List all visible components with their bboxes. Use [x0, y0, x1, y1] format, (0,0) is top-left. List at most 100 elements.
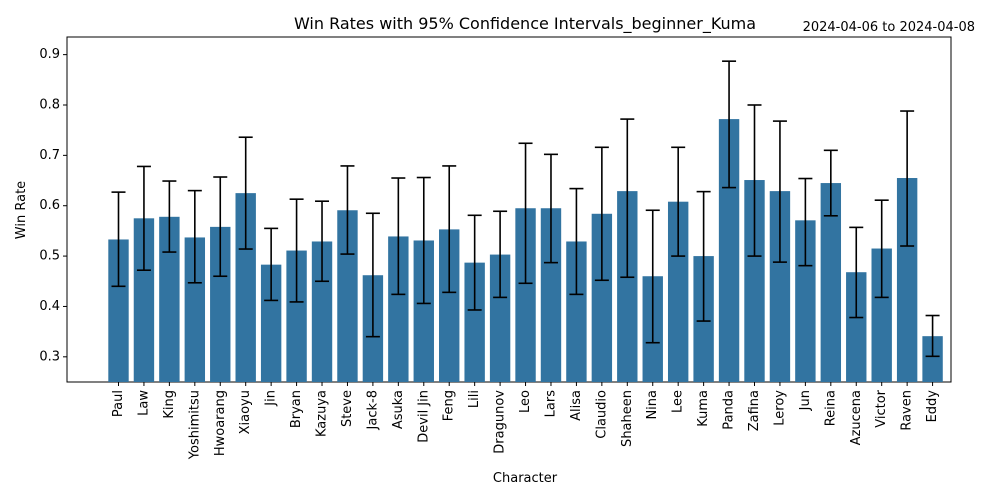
error-bar-alisa — [569, 187, 584, 296]
x-tick-label: Lee — [671, 390, 686, 413]
error-bar-victor — [874, 199, 889, 299]
bar-paul — [108, 239, 129, 382]
bar-azucena — [846, 272, 867, 382]
bars-layer — [108, 119, 943, 383]
y-tick-label: 0.6 — [39, 198, 60, 213]
chart-title: Win Rates with 95% Confidence Intervals_… — [294, 14, 756, 34]
bar-jin — [260, 264, 282, 382]
x-tick-label: Lili — [467, 390, 482, 408]
bar-shaheen — [617, 191, 638, 382]
x-tick-label: Paul — [111, 390, 126, 417]
error-bar-dragunov — [493, 210, 508, 299]
x-tick-label: Alisa — [569, 390, 584, 421]
x-tick-label: Kazuya — [315, 390, 330, 437]
error-bar-hwoarang — [213, 176, 228, 278]
bar-panda — [718, 119, 740, 383]
error-bar-lee — [671, 146, 686, 257]
bar-yoshimitsu — [184, 237, 206, 382]
bar-kazuya — [311, 241, 333, 382]
bar-eddy — [922, 336, 943, 382]
error-bar-nina — [645, 209, 660, 344]
x-tick-label: Lars — [543, 390, 558, 418]
x-axis: Paul Law King Yoshimitsu Hwoarang Xiaoyu Jin Br… — [111, 382, 940, 460]
error-bar-eddy — [925, 314, 940, 358]
x-tick-label: Jack-8 — [365, 390, 380, 430]
bar-law — [133, 218, 155, 382]
error-bar-jack-8 — [365, 212, 380, 338]
x-tick-label: Feng — [442, 390, 457, 421]
error-bar-law — [136, 165, 151, 271]
error-bar-asuka — [391, 177, 406, 296]
x-tick-label: Victor — [874, 389, 889, 427]
error-bars-layer — [111, 60, 940, 358]
bar-claudio — [591, 213, 613, 382]
bar-raven — [896, 178, 918, 382]
bar-asuka — [388, 236, 409, 382]
x-tick-label: Leroy — [772, 390, 787, 426]
bar-leo — [515, 208, 536, 382]
error-bar-kazuya — [315, 200, 330, 283]
error-bar-yoshimitsu — [187, 189, 202, 284]
error-bar-panda — [722, 60, 737, 189]
x-tick-label: Yoshimitsu — [187, 390, 202, 460]
x-tick-label: Asuka — [391, 390, 406, 429]
x-tick-label: Zafina — [747, 390, 762, 431]
bar-victor — [871, 248, 892, 382]
x-tick-label: Nina — [645, 390, 660, 420]
x-tick-label: Kuma — [696, 390, 711, 427]
bar-lee — [667, 201, 689, 382]
x-tick-label: Xiaoyu — [238, 390, 253, 434]
y-axis: 0.3 0.4 0.5 0.6 0.7 0.8 0.9 — [39, 47, 67, 364]
x-tick-label: Azucena — [849, 390, 864, 445]
bar-steve — [337, 210, 358, 382]
error-bar-jun — [798, 177, 813, 267]
error-bar-raven — [900, 110, 915, 247]
error-bar-devil-jin — [416, 176, 431, 305]
x-tick-label: Law — [136, 390, 151, 416]
date-range-label: 2024-04-06 to 2024-04-08 — [803, 20, 975, 35]
bar-bryan — [286, 250, 307, 382]
x-axis-label: Character — [493, 471, 558, 486]
x-tick-label: Leo — [518, 390, 533, 413]
y-tick-label: 0.7 — [39, 148, 60, 163]
bar-xiaoyu — [235, 193, 256, 382]
x-tick-label: Shaheen — [620, 390, 635, 447]
x-tick-label: Reina — [823, 390, 838, 426]
y-axis-label: Win Rate — [14, 181, 29, 239]
bar-lars — [540, 208, 562, 382]
x-tick-label: Claudio — [594, 390, 609, 439]
error-bar-shaheen — [620, 118, 635, 279]
bar-devil-jin — [413, 240, 434, 382]
bar-zafina — [744, 180, 765, 382]
x-tick-label: Hwoarang — [213, 390, 228, 456]
x-tick-label: Dragunov — [493, 390, 508, 454]
x-tick-label: King — [162, 390, 177, 419]
error-bar-kuma — [696, 190, 711, 322]
x-tick-label: Jun — [798, 390, 813, 411]
bar-king — [159, 216, 180, 382]
error-bar-xiaoyu — [238, 136, 253, 250]
y-tick-label: 0.8 — [39, 97, 60, 112]
error-bar-king — [162, 180, 177, 253]
x-tick-label: Jin — [264, 390, 279, 407]
x-tick-label: Panda — [722, 390, 737, 430]
error-bar-jin — [264, 227, 279, 302]
bar-feng — [439, 229, 460, 382]
bar-reina — [820, 183, 842, 382]
bar-leroy — [769, 191, 791, 382]
y-tick-label: 0.9 — [39, 47, 60, 62]
x-tick-label: Devil Jin — [416, 390, 431, 443]
y-tick-label: 0.5 — [39, 249, 60, 264]
error-bar-zafina — [747, 104, 762, 257]
error-bar-reina — [823, 149, 838, 217]
error-bar-leo — [518, 142, 533, 285]
x-tick-label: Raven — [900, 390, 915, 431]
error-bar-bryan — [289, 198, 304, 303]
bar-jun — [795, 220, 816, 382]
error-bar-lars — [543, 153, 558, 264]
error-bar-paul — [111, 191, 126, 288]
bar-lili — [464, 262, 485, 382]
bar-hwoarang — [210, 226, 231, 382]
error-bar-lili — [467, 214, 482, 311]
